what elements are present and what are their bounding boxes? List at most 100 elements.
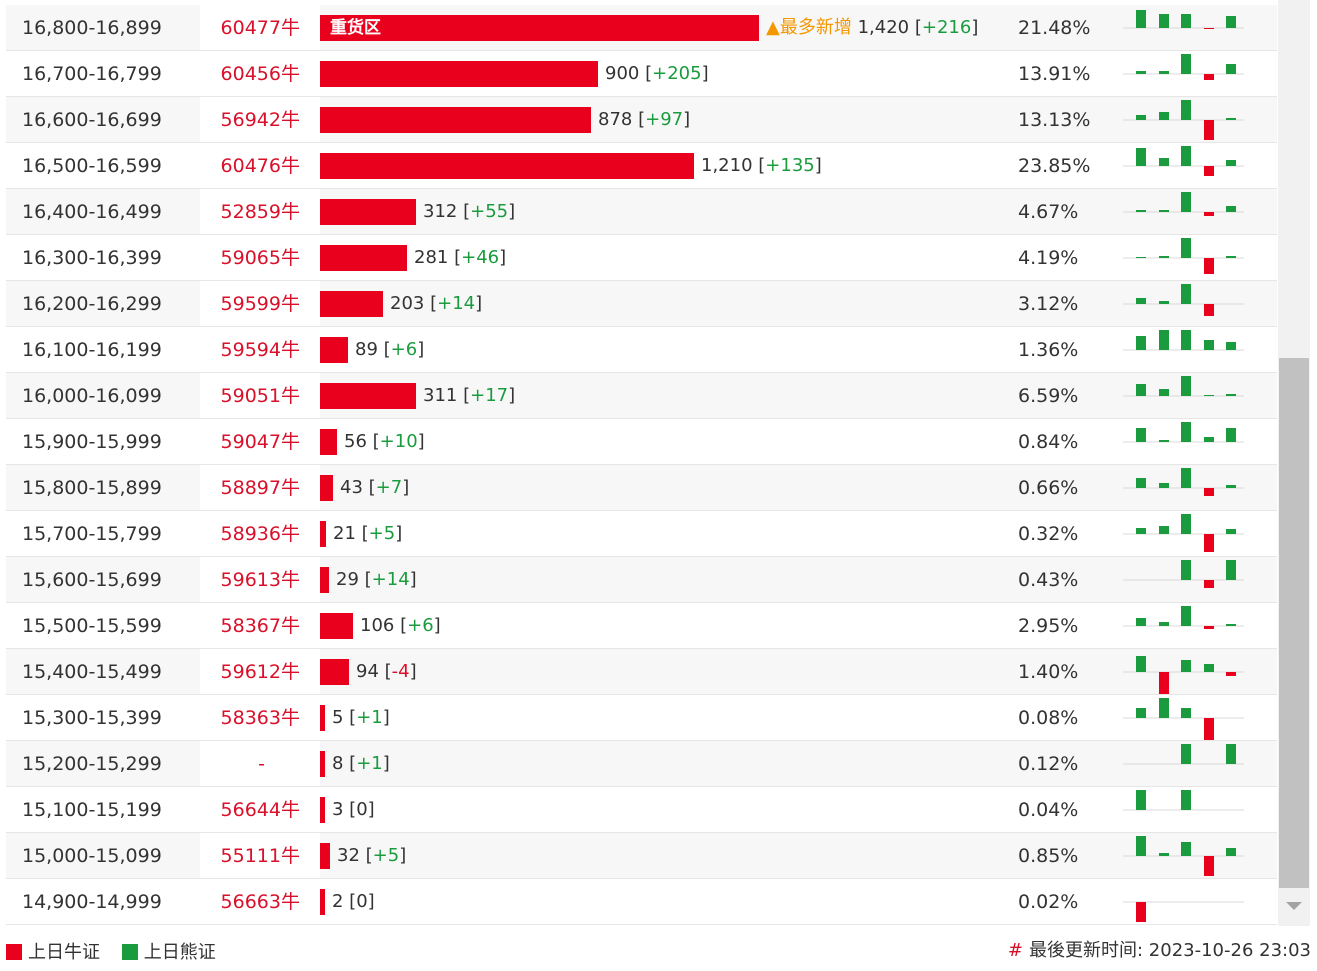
cbbc-code-link[interactable]: 59594牛 [220,339,300,361]
bar-area: 43 [+7] [320,465,1010,510]
percentage: 23.85% [1018,155,1091,177]
change-sparkline [1123,192,1244,216]
cbbc-code-link[interactable]: 59599牛 [220,293,300,315]
legend-bull: 上日牛证 [6,938,100,964]
table-row[interactable]: 15,800-15,899 58897牛 43 [+7] 0.66% [6,465,1277,511]
table-row[interactable]: 15,600-15,699 59613牛 29 [+14] 0.43% [6,557,1277,603]
daily-change: +216 [921,17,972,38]
table-row[interactable]: 16,500-16,599 60476牛 1,210 [+135] 23.85% [6,143,1277,189]
strike-range: 15,400-15,499 [22,661,162,683]
table-row[interactable]: 16,700-16,799 60456牛 900 [+205] 13.91% [6,51,1277,97]
sparkline-bear-bar [1181,376,1191,396]
cbbc-code-link[interactable]: 56663牛 [220,891,300,913]
vertical-scrollbar[interactable] [1278,0,1310,926]
daily-change: +10 [379,431,418,452]
cbbc-code-link[interactable]: 60477牛 [220,17,300,39]
table-row[interactable]: 14,900-14,999 56663牛 2 [0] 0.02% [6,879,1277,925]
table-row[interactable]: 15,300-15,399 58363牛 5 [+1] 0.08% [6,695,1277,741]
table-row[interactable]: 16,800-16,899 60477牛 重货区 ▲最多新增 1,420 [+216]… [6,5,1277,51]
outstanding-count: 281 [414,247,449,268]
bear-swatch-icon [121,944,138,960]
cbbc-code-link[interactable]: 59047牛 [220,431,300,453]
outstanding-count: 5 [332,707,344,728]
sparkline-bear-bar [1159,210,1169,212]
table-row[interactable]: 15,400-15,499 59612牛 94 [-4] 1.40% [6,649,1277,695]
code-cell: 60456牛 [200,51,320,96]
outstanding-count: 106 [360,615,395,636]
table-row[interactable]: 15,100-15,199 56644牛 3 [0] 0.04% [6,787,1277,833]
table-row[interactable]: 16,300-16,399 59065牛 281 [+46] 4.19% [6,235,1277,281]
code-cell: 59612牛 [200,649,320,694]
strike-range: 16,000-16,099 [22,385,162,407]
outstanding-bar [320,429,337,455]
table-row[interactable]: 15,200-15,299 - 8 [+1] 0.12% [6,741,1277,787]
code-cell: 58897牛 [200,465,320,510]
cbbc-code-link[interactable]: 59065牛 [220,247,300,269]
table-row[interactable]: 16,000-16,099 59051牛 311 [+17] 6.59% [6,373,1277,419]
outstanding-label: 311 [+17] [423,385,516,406]
cbbc-code-link[interactable]: 58363牛 [220,707,300,729]
table-row[interactable]: 15,500-15,599 58367牛 106 [+6] 2.95% [6,603,1277,649]
cbbc-code-link: - [258,753,265,775]
sparkline-bear-bar [1181,606,1191,626]
sparkline-bull-bar [1204,166,1214,176]
outstanding-label: 8 [+1] [332,753,390,774]
strike-range: 16,100-16,199 [22,339,162,361]
table-row[interactable]: 15,700-15,799 58936牛 21 [+5] 0.32% [6,511,1277,557]
sparkline-bear-bar [1226,485,1236,488]
table-row[interactable]: 15,900-15,999 59047牛 56 [+10] 0.84% [6,419,1277,465]
table-row[interactable]: 16,600-16,699 56942牛 878 [+97] 13.13% [6,97,1277,143]
change-sparkline [1123,376,1244,397]
scrollbar-thumb[interactable] [1279,358,1309,888]
sparkline-bear-bar [1181,560,1191,580]
code-cell: 56942牛 [200,97,320,142]
bar-area: 21 [+5] [320,511,1010,556]
cbbc-code-link[interactable]: 59051牛 [220,385,300,407]
scroll-down-arrow-icon[interactable] [1286,902,1302,910]
table-row[interactable]: 16,100-16,199 59594牛 89 [+6] 1.36% [6,327,1277,373]
strike-range: 16,800-16,899 [22,17,162,39]
table-row[interactable]: 16,400-16,499 52859牛 312 [+55] 4.67% [6,189,1277,235]
outstanding-bar [320,751,325,777]
cbbc-code-link[interactable]: 56644牛 [220,799,300,821]
sparkline-bear-bar [1159,158,1169,166]
bar-area: 56 [+10] [320,419,1010,464]
cbbc-code-link[interactable]: 58367牛 [220,615,300,637]
bar-area: 312 [+55] [320,189,1010,234]
cbbc-code-link[interactable]: 55111牛 [220,845,300,867]
sparkline-bear-bar [1136,210,1146,212]
code-cell: 59594牛 [200,327,320,372]
percentage: 1.40% [1018,661,1079,683]
change-sparkline [1123,560,1244,588]
sparkline-bear-bar [1181,284,1191,304]
outstanding-bar [320,521,326,547]
percentage: 3.12% [1018,293,1079,315]
outstanding-label: 89 [+6] [355,339,425,360]
heavy-zone-label: 重货区 [330,18,381,38]
cbbc-code-link[interactable]: 60476牛 [220,155,300,177]
code-cell: 55111牛 [200,833,320,878]
sparkline-bear-bar [1181,468,1191,488]
sparkline-bear-bar [1136,528,1146,534]
table-row[interactable]: 15,000-15,099 55111牛 32 [+5] 0.85% [6,833,1277,879]
outstanding-count: 878 [598,109,633,130]
cbbc-code-link[interactable]: 56942牛 [220,109,300,131]
outstanding-bar [320,705,325,731]
table-row[interactable]: 16,200-16,299 59599牛 203 [+14] 3.12% [6,281,1277,327]
cbbc-code-link[interactable]: 52859牛 [220,201,300,223]
cbbc-code-link[interactable]: 59613牛 [220,569,300,591]
cbbc-code-link[interactable]: 58936牛 [220,523,300,545]
strike-range: 15,500-15,599 [22,615,162,637]
bar-area: 2 [0] [320,879,1010,924]
cbbc-code-link[interactable]: 60456牛 [220,63,300,85]
cbbc-code-link[interactable]: 58897牛 [220,477,300,499]
sparkline-bear-bar [1181,660,1191,672]
cbbc-code-link[interactable]: 59612牛 [220,661,300,683]
last-updated-label: 最後更新时间: [1028,940,1144,961]
strike-range: 15,800-15,899 [22,477,162,499]
sparkline-bear-bar [1204,340,1214,350]
bar-area: 94 [-4] [320,649,1010,694]
sparkline-bear-bar [1181,14,1191,28]
bar-area: 311 [+17] [320,373,1010,418]
outstanding-count: 94 [356,661,379,682]
